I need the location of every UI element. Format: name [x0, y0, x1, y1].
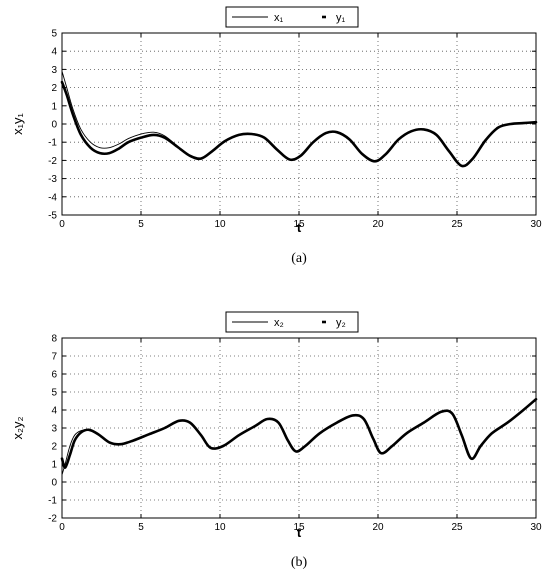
legend-box: [225, 311, 359, 333]
y-tick-label: 0: [51, 478, 57, 489]
x-tick-label: 30: [530, 522, 542, 533]
legend-entry-1: x₁: [274, 12, 284, 24]
y-axis-label: x₁y₁: [10, 113, 25, 135]
y-axis-label: x₂y₂: [10, 416, 25, 439]
x-tick-label: 0: [59, 219, 65, 230]
y-tick-label: 4: [51, 47, 57, 58]
x-tick-label: 20: [372, 219, 384, 230]
y-tick-label: -1: [48, 496, 57, 507]
y-tick-label: 2: [51, 442, 57, 453]
x-tick-label: 10: [214, 219, 226, 230]
x-axis-label: t: [297, 220, 302, 235]
plot-frame: [61, 337, 537, 519]
y-tick-label: 0: [51, 120, 57, 131]
x-tick-label: 5: [138, 219, 144, 230]
x-tick-label: 15: [293, 219, 305, 230]
x-tick-label: 5: [138, 522, 144, 533]
legend-entry-2: y₁: [336, 12, 346, 24]
legend-box: [225, 6, 359, 28]
y-tick-label: 3: [51, 424, 57, 435]
y-tick-label: 3: [51, 65, 57, 76]
legend-entry-2: y₂: [336, 317, 346, 329]
y-tick-label: -2: [48, 514, 57, 525]
y-tick-label: -2: [48, 156, 57, 167]
x-tick-label: 25: [451, 522, 463, 533]
y-tick-label: -3: [48, 174, 57, 185]
x-tick-label: 10: [214, 522, 226, 533]
y-tick-label: -5: [48, 211, 57, 222]
y-tick-label: 7: [51, 352, 57, 363]
series-line-2: [60, 397, 538, 469]
y-tick-label: -1: [48, 138, 57, 149]
y-tick-label: 1: [51, 460, 57, 471]
panel-label: (b): [291, 555, 308, 570]
y-tick-label: -4: [48, 192, 57, 203]
y-tick-label: 5: [51, 388, 57, 399]
plot-frame: [61, 32, 537, 216]
legend: x₂ y₂: [225, 311, 359, 333]
y-tick-label: 8: [51, 334, 57, 345]
panel-label: (a): [291, 251, 307, 266]
y-tick-label: 4: [51, 406, 57, 417]
y-tick-label: 2: [51, 83, 57, 94]
x-tick-label: 0: [59, 522, 65, 533]
x-tick-label: 30: [530, 219, 542, 230]
legend-entry-1: x₂: [274, 317, 284, 329]
y-tick-label: 6: [51, 370, 57, 381]
x-tick-label: 20: [372, 522, 384, 533]
legend: x₁ y₁: [225, 6, 359, 28]
x-tick-label: 15: [293, 522, 305, 533]
y-tick-label: 1: [51, 101, 57, 112]
x-axis-label: t: [297, 525, 302, 540]
series-line-2: [60, 80, 538, 168]
y-tick-label: 5: [51, 29, 57, 40]
x-tick-label: 25: [451, 219, 463, 230]
